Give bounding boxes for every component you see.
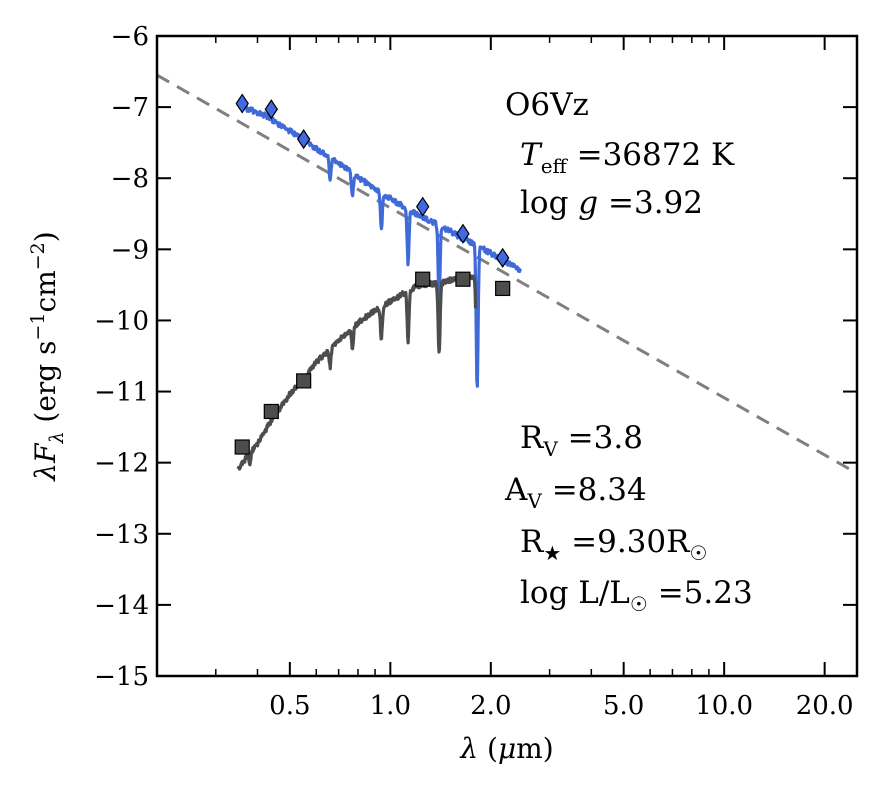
x-tick-label: 5.0 bbox=[603, 691, 644, 721]
data-point-square bbox=[455, 271, 471, 287]
marker-layer bbox=[234, 93, 511, 455]
data-point-square bbox=[415, 271, 431, 287]
data-point-diamond bbox=[296, 129, 311, 150]
data-point-diamond bbox=[235, 93, 249, 114]
data-point-square bbox=[234, 439, 250, 455]
y-tick-label: −15 bbox=[94, 662, 149, 692]
y-tick-label: −9 bbox=[111, 235, 149, 265]
series-line-dereddened-model-spectrum bbox=[236, 102, 522, 388]
x-tick-label: 10.0 bbox=[695, 691, 753, 721]
tick-layer: 0.5 1.0 2.0 5.0 10.0 20.0 −6 −7 −8 −9 −10 −11 −12 −13… bbox=[94, 22, 857, 721]
x-tick-label: 1.0 bbox=[370, 691, 411, 721]
teff-label: Teff =36872 K bbox=[520, 137, 735, 178]
y-tick-label: −6 bbox=[111, 22, 149, 52]
data-point-diamond bbox=[456, 223, 470, 244]
data-point-diamond bbox=[264, 99, 279, 120]
annotation-block-bottom: RV =3.8 AV =8.34 R★ =9.30R☉ log L/L☉ =5.… bbox=[504, 420, 753, 616]
y-tick-label: −12 bbox=[94, 449, 149, 479]
x-axis-label: λ (μm) bbox=[459, 732, 553, 765]
x-tick-label: 0.5 bbox=[269, 691, 310, 721]
plot-frame bbox=[155, 34, 859, 678]
annotation-block-top: O6Vz Teff =36872 K log g =3.92 bbox=[505, 87, 735, 221]
y-tick-label: −11 bbox=[94, 378, 149, 408]
x-tick-label: 20.0 bbox=[796, 691, 854, 721]
rstar-label: R★ =9.30R☉ bbox=[520, 524, 707, 565]
data-point-square bbox=[263, 403, 279, 420]
data-point-diamond bbox=[495, 247, 510, 268]
spectral-type-label: O6Vz bbox=[505, 87, 589, 123]
logg-label: log g =3.92 bbox=[520, 185, 703, 221]
y-tick-label: −10 bbox=[94, 306, 149, 336]
rv-label: RV =3.8 bbox=[520, 420, 643, 461]
y-tick-label: −7 bbox=[111, 93, 149, 123]
data-point-diamond bbox=[415, 196, 430, 217]
y-tick-label: −14 bbox=[94, 591, 149, 621]
logl-label: log L/L☉ =5.23 bbox=[520, 575, 753, 616]
y-tick-label: −13 bbox=[94, 520, 149, 550]
y-axis-label: λFλ (erg s−1cm−2) bbox=[27, 231, 68, 481]
series-line-rayleigh-jeans-extrapolation bbox=[157, 73, 857, 475]
av-label: AV =8.34 bbox=[504, 472, 647, 513]
y-tick-label: −8 bbox=[111, 164, 149, 194]
x-tick-label: 2.0 bbox=[470, 691, 511, 721]
data-point-square bbox=[495, 280, 511, 297]
data-point-square bbox=[296, 373, 312, 389]
